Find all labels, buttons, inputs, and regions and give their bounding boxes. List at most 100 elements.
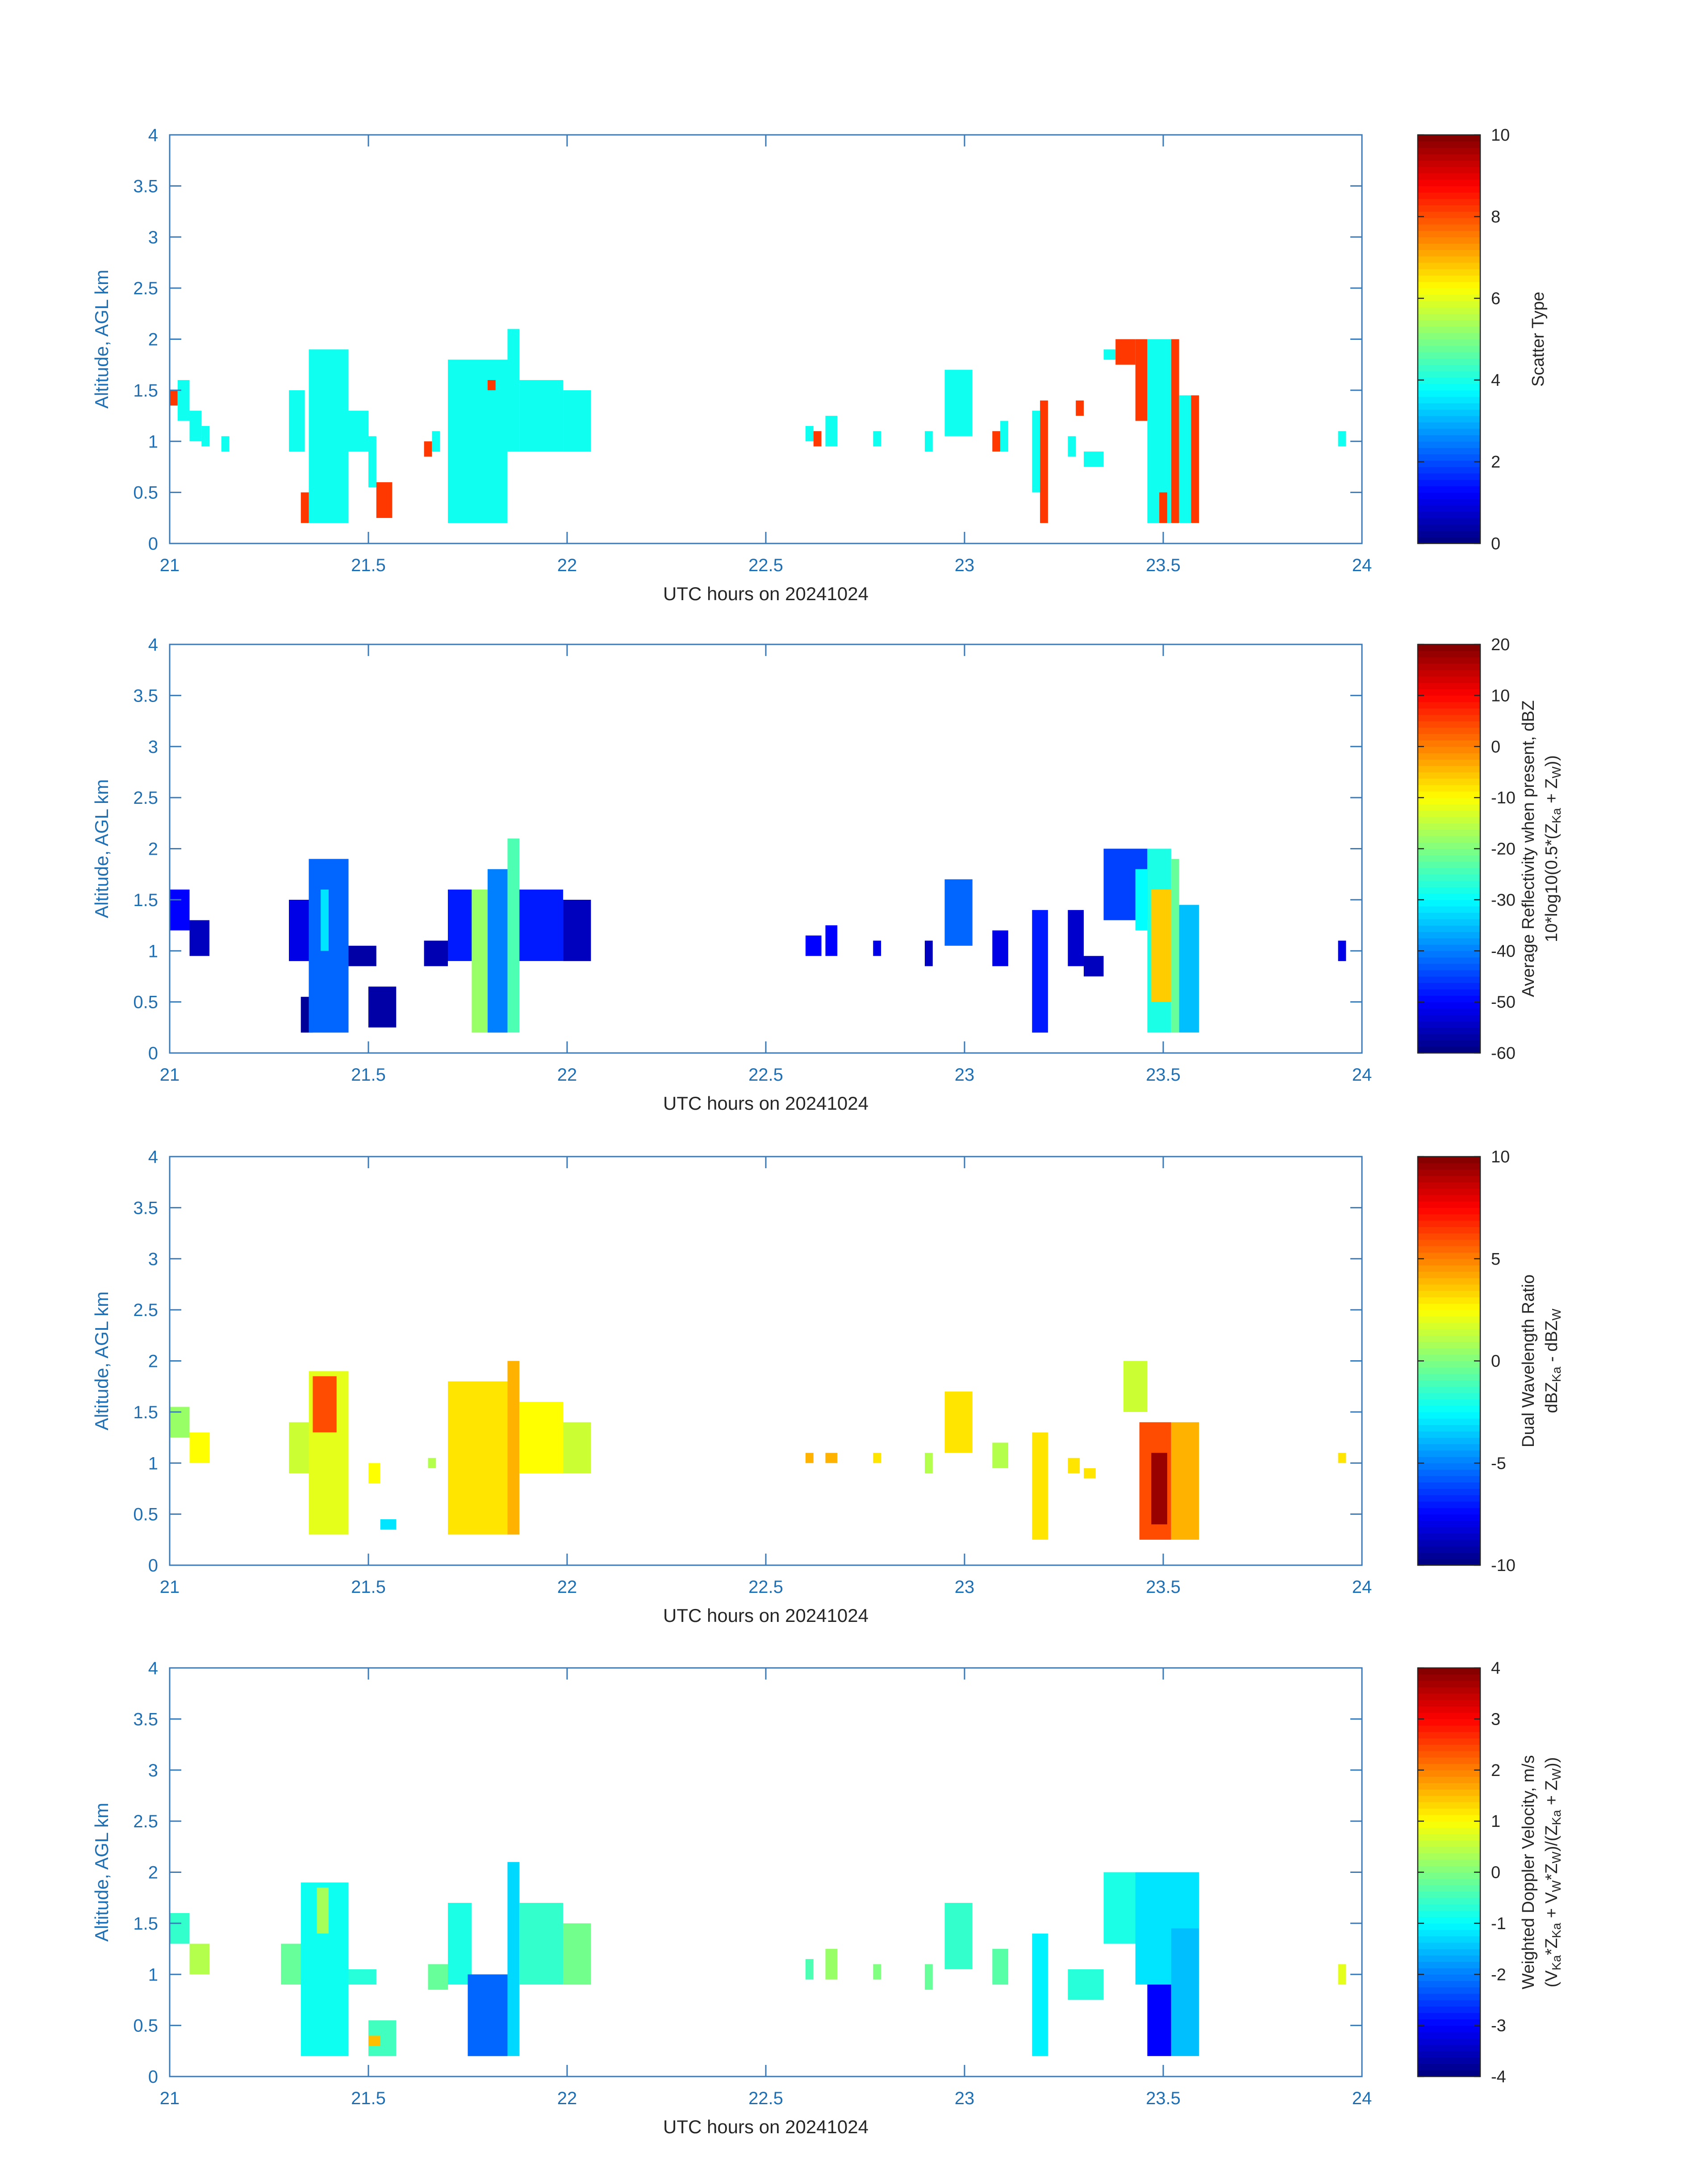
data-cell: [1147, 1985, 1171, 2056]
x-tick-label: 22.5: [748, 1577, 783, 1597]
colorbar-label-subscript: W: [1549, 1308, 1563, 1320]
colorbar-segment: [1418, 2051, 1480, 2058]
colorbar-segment: [1418, 313, 1480, 321]
data-cell: [1191, 395, 1199, 523]
colorbar-segment: [1418, 537, 1480, 544]
colorbar-segment: [1418, 1693, 1480, 1701]
colorbar-segment: [1418, 1271, 1480, 1279]
colorbar-segment: [1418, 518, 1480, 525]
colorbar-tick-label: -4: [1491, 2068, 1506, 2086]
data-cell: [944, 370, 973, 436]
y-tick-label: 1.5: [133, 890, 158, 910]
data-cell: [1068, 1458, 1080, 1474]
colorbar-tick-label: -10: [1491, 789, 1516, 807]
data-cell: [317, 1887, 329, 1934]
colorbar-segment: [1418, 1674, 1480, 1681]
colorbar-segment: [1418, 1182, 1480, 1189]
colorbar-segment: [1418, 460, 1480, 468]
colorbar-segment: [1418, 1942, 1480, 1949]
colorbar-segment: [1418, 1866, 1480, 1873]
colorbar-segment: [1418, 1258, 1480, 1266]
colorbar-segment: [1418, 1930, 1480, 1937]
colorbar-segment: [1418, 970, 1480, 977]
x-axis-label: UTC hours on 20241024: [663, 2116, 869, 2137]
colorbar-segment: [1418, 1469, 1480, 1476]
data-cell: [563, 1923, 591, 1985]
colorbar-segment: [1418, 1297, 1480, 1304]
x-tick-label: 21.5: [351, 2089, 386, 2108]
colorbar-tick-label: -5: [1491, 1454, 1506, 1473]
data-cell: [170, 890, 190, 931]
data-cell: [1338, 940, 1346, 961]
x-tick-label: 23: [955, 556, 975, 575]
colorbar-segment: [1418, 1431, 1480, 1438]
colorbar-segment: [1418, 180, 1480, 186]
colorbar-segment: [1418, 250, 1480, 257]
colorbar-label-part: *Z: [1542, 1938, 1561, 1955]
data-cell: [563, 390, 591, 452]
colorbar-segment: [1418, 1533, 1480, 1540]
colorbar-segment: [1418, 498, 1480, 506]
colorbar-segment: [1418, 1987, 1480, 1994]
colorbar-tick-label: -1: [1491, 1914, 1506, 1933]
colorbar-segment: [1418, 855, 1480, 862]
colorbar-segment: [1418, 358, 1480, 365]
colorbar-segment: [1418, 2064, 1480, 2071]
colorbar-segment: [1418, 1859, 1480, 1866]
colorbar-segment: [1418, 1770, 1480, 1777]
colorbar-segment: [1418, 919, 1480, 926]
colorbar-tick-label: 8: [1491, 208, 1500, 226]
colorbar-label-line-1: Dual Wavelength Ratio: [1519, 1274, 1538, 1447]
colorbar-segment: [1418, 288, 1480, 295]
y-tick-label: 4: [148, 635, 158, 655]
colorbar-segment: [1418, 275, 1480, 282]
colorbar-segment: [1418, 734, 1480, 741]
colorbar-segment: [1418, 1936, 1480, 1943]
panel-2: 21 21.5 22 22.5 23 23.5 2400.511.522.533.54UTC…: [91, 635, 1563, 1114]
colorbar-segment: [1418, 842, 1480, 849]
colorbar-segment: [1418, 147, 1480, 155]
data-cell: [873, 431, 881, 447]
colorbar-tick-label: 4: [1491, 1659, 1500, 1678]
colorbar-segment: [1418, 1482, 1480, 1489]
colorbar-segment: [1418, 899, 1480, 907]
data-cell: [813, 431, 822, 447]
colorbar-segment: [1418, 1974, 1480, 1981]
colorbar-segment: [1418, 1027, 1480, 1034]
colorbar-tick-label: -50: [1491, 993, 1516, 1012]
colorbar-segment: [1418, 893, 1480, 900]
colorbar-segment: [1418, 301, 1480, 308]
colorbar-label-subscript: Ka: [1549, 1366, 1563, 1382]
colorbar-segment: [1418, 1040, 1480, 1047]
data-cell: [563, 899, 591, 961]
colorbar-label-line-1: Weighted Doppler Velocity, m/s: [1519, 1755, 1538, 1989]
colorbar-segment: [1418, 397, 1480, 404]
data-cell: [992, 1949, 1008, 1985]
colorbar-segment: [1418, 912, 1480, 919]
colorbar-segment: [1418, 243, 1480, 250]
colorbar-segment: [1418, 1559, 1480, 1566]
colorbar-segment: [1418, 1993, 1480, 2001]
data-cell: [189, 920, 209, 956]
colorbar-label-subscript: Ka: [1549, 1810, 1563, 1826]
y-tick-label: 1: [148, 1965, 158, 1985]
colorbar-label-subscript: W: [1549, 766, 1563, 778]
y-tick-label: 3: [148, 1761, 158, 1780]
colorbar-segment: [1418, 1552, 1480, 1559]
colorbar-segment: [1418, 1002, 1480, 1009]
colorbar-label-subscript: Ka: [1549, 1922, 1563, 1938]
colorbar-segment: [1418, 1840, 1480, 1847]
colorbar-segment: [1418, 473, 1480, 480]
colorbar-label: Scatter Type: [1529, 292, 1548, 387]
colorbar-tick-label: 1: [1491, 1812, 1500, 1831]
colorbar-segment: [1418, 1214, 1480, 1221]
colorbar-tick-label: -40: [1491, 942, 1516, 961]
colorbar-segment: [1418, 721, 1480, 728]
colorbar-segment: [1418, 2057, 1480, 2064]
y-tick-label: 1: [148, 432, 158, 451]
colorbar-segment: [1418, 753, 1480, 760]
data-cell: [309, 349, 349, 523]
colorbar-label-line-1: Scatter Type: [1529, 292, 1548, 387]
data-cell: [944, 879, 973, 946]
colorbar-label: Weighted Doppler Velocity, m/s (VKa*ZKa +…: [1519, 1755, 1563, 1989]
